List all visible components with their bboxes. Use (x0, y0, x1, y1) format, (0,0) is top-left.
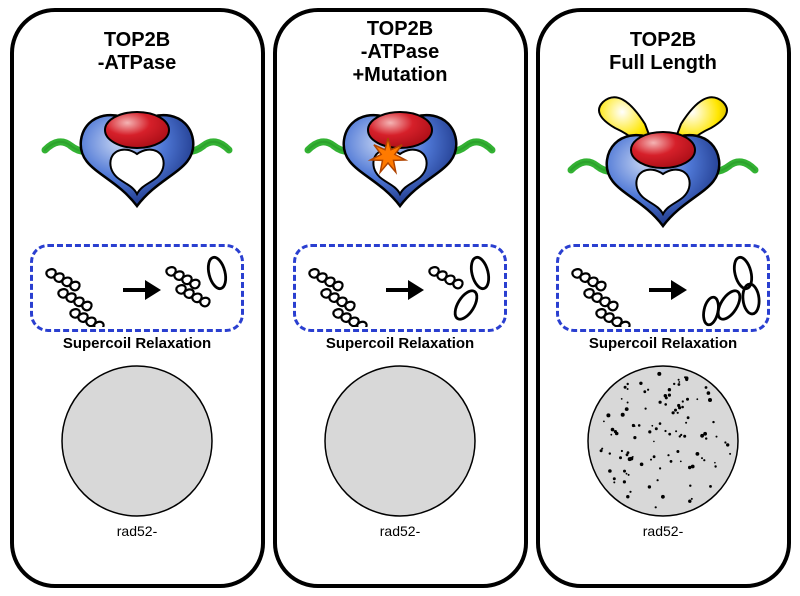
rad-label: rad52- (117, 523, 157, 539)
supercoil-relaxation-box (556, 244, 770, 332)
rad-label: rad52- (380, 523, 420, 539)
title-line2: -ATPase (353, 41, 448, 64)
supercoil-label: Supercoil Relaxation (589, 335, 737, 352)
protein-structure (27, 78, 247, 238)
title-line2: Full Length (609, 52, 717, 75)
panel-title: TOP2BFull Length (609, 26, 717, 78)
panel-mutation: TOP2B-ATPase+Mutation Supercoil Relaxatio… (273, 8, 528, 588)
protein-structure (553, 78, 773, 238)
plate (60, 364, 214, 523)
panel-title: TOP2B-ATPase+Mutation (353, 26, 448, 78)
plate (586, 364, 740, 523)
supercoil-relaxation-box (293, 244, 507, 332)
plate (323, 364, 477, 523)
panel-title: TOP2B-ATPase (98, 26, 177, 78)
supercoil-label: Supercoil Relaxation (63, 335, 211, 352)
title-line1: TOP2B (353, 18, 448, 41)
supercoil-relaxation-box (30, 244, 244, 332)
rad-label: rad52- (643, 523, 683, 539)
title-line2: -ATPase (98, 52, 177, 75)
title-line1: TOP2B (609, 29, 717, 52)
panel-full: TOP2BFull Length Supercoil Relaxation rad5… (536, 8, 791, 588)
protein-structure (290, 78, 510, 238)
title-line1: TOP2B (98, 29, 177, 52)
panel-no_atpase: TOP2B-ATPase Supercoil Relaxation rad52- (10, 8, 265, 588)
supercoil-label: Supercoil Relaxation (326, 335, 474, 352)
panels-row: TOP2B-ATPaseSupercoil Relaxationrad52-TO… (10, 8, 791, 588)
